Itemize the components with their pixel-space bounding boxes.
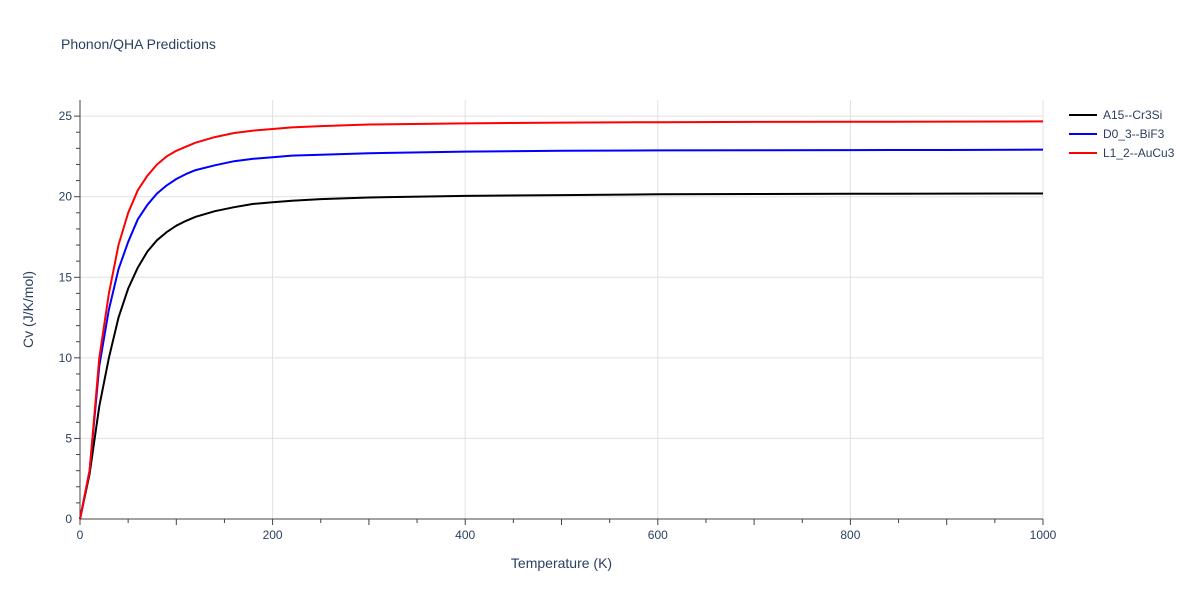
y-tick-label: 0: [65, 512, 72, 526]
y-axis-title: Cv (J/K/mol): [20, 271, 36, 348]
x-tick-label: 1000: [1030, 528, 1057, 542]
chart-title: Phonon/QHA Predictions: [61, 36, 216, 52]
y-tick-label: 25: [59, 109, 73, 123]
axes: [74, 100, 1044, 525]
x-tick-label: 200: [263, 528, 283, 542]
x-axis-title: Temperature (K): [511, 555, 612, 571]
x-tick-label: 400: [455, 528, 475, 542]
legend: A15--Cr3Si D0_3--BiF3 L1_2--AuCu3: [1069, 108, 1175, 160]
x-tick-labels: 0 200 400 600 800 1000: [77, 528, 1057, 542]
series-group: [79, 120, 1044, 520]
x-tick-label: 800: [840, 528, 860, 542]
series-line-3: [79, 120, 1044, 520]
y-tick-label: 15: [59, 270, 73, 284]
series-line-1: [79, 192, 1044, 520]
y-tick-label: 20: [59, 190, 73, 204]
grid-lines: [80, 100, 1044, 519]
legend-label: D0_3--BiF3: [1103, 127, 1165, 141]
x-tick-label: 0: [77, 528, 84, 542]
y-tick-labels: 0 5 10 15 20 25: [59, 109, 73, 526]
legend-label: L1_2--AuCu3: [1103, 146, 1175, 160]
x-tick-label: 600: [648, 528, 668, 542]
y-tick-label: 5: [65, 431, 72, 445]
series-line-2: [79, 148, 1044, 520]
y-tick-label: 10: [59, 351, 73, 365]
legend-label: A15--Cr3Si: [1103, 108, 1162, 122]
